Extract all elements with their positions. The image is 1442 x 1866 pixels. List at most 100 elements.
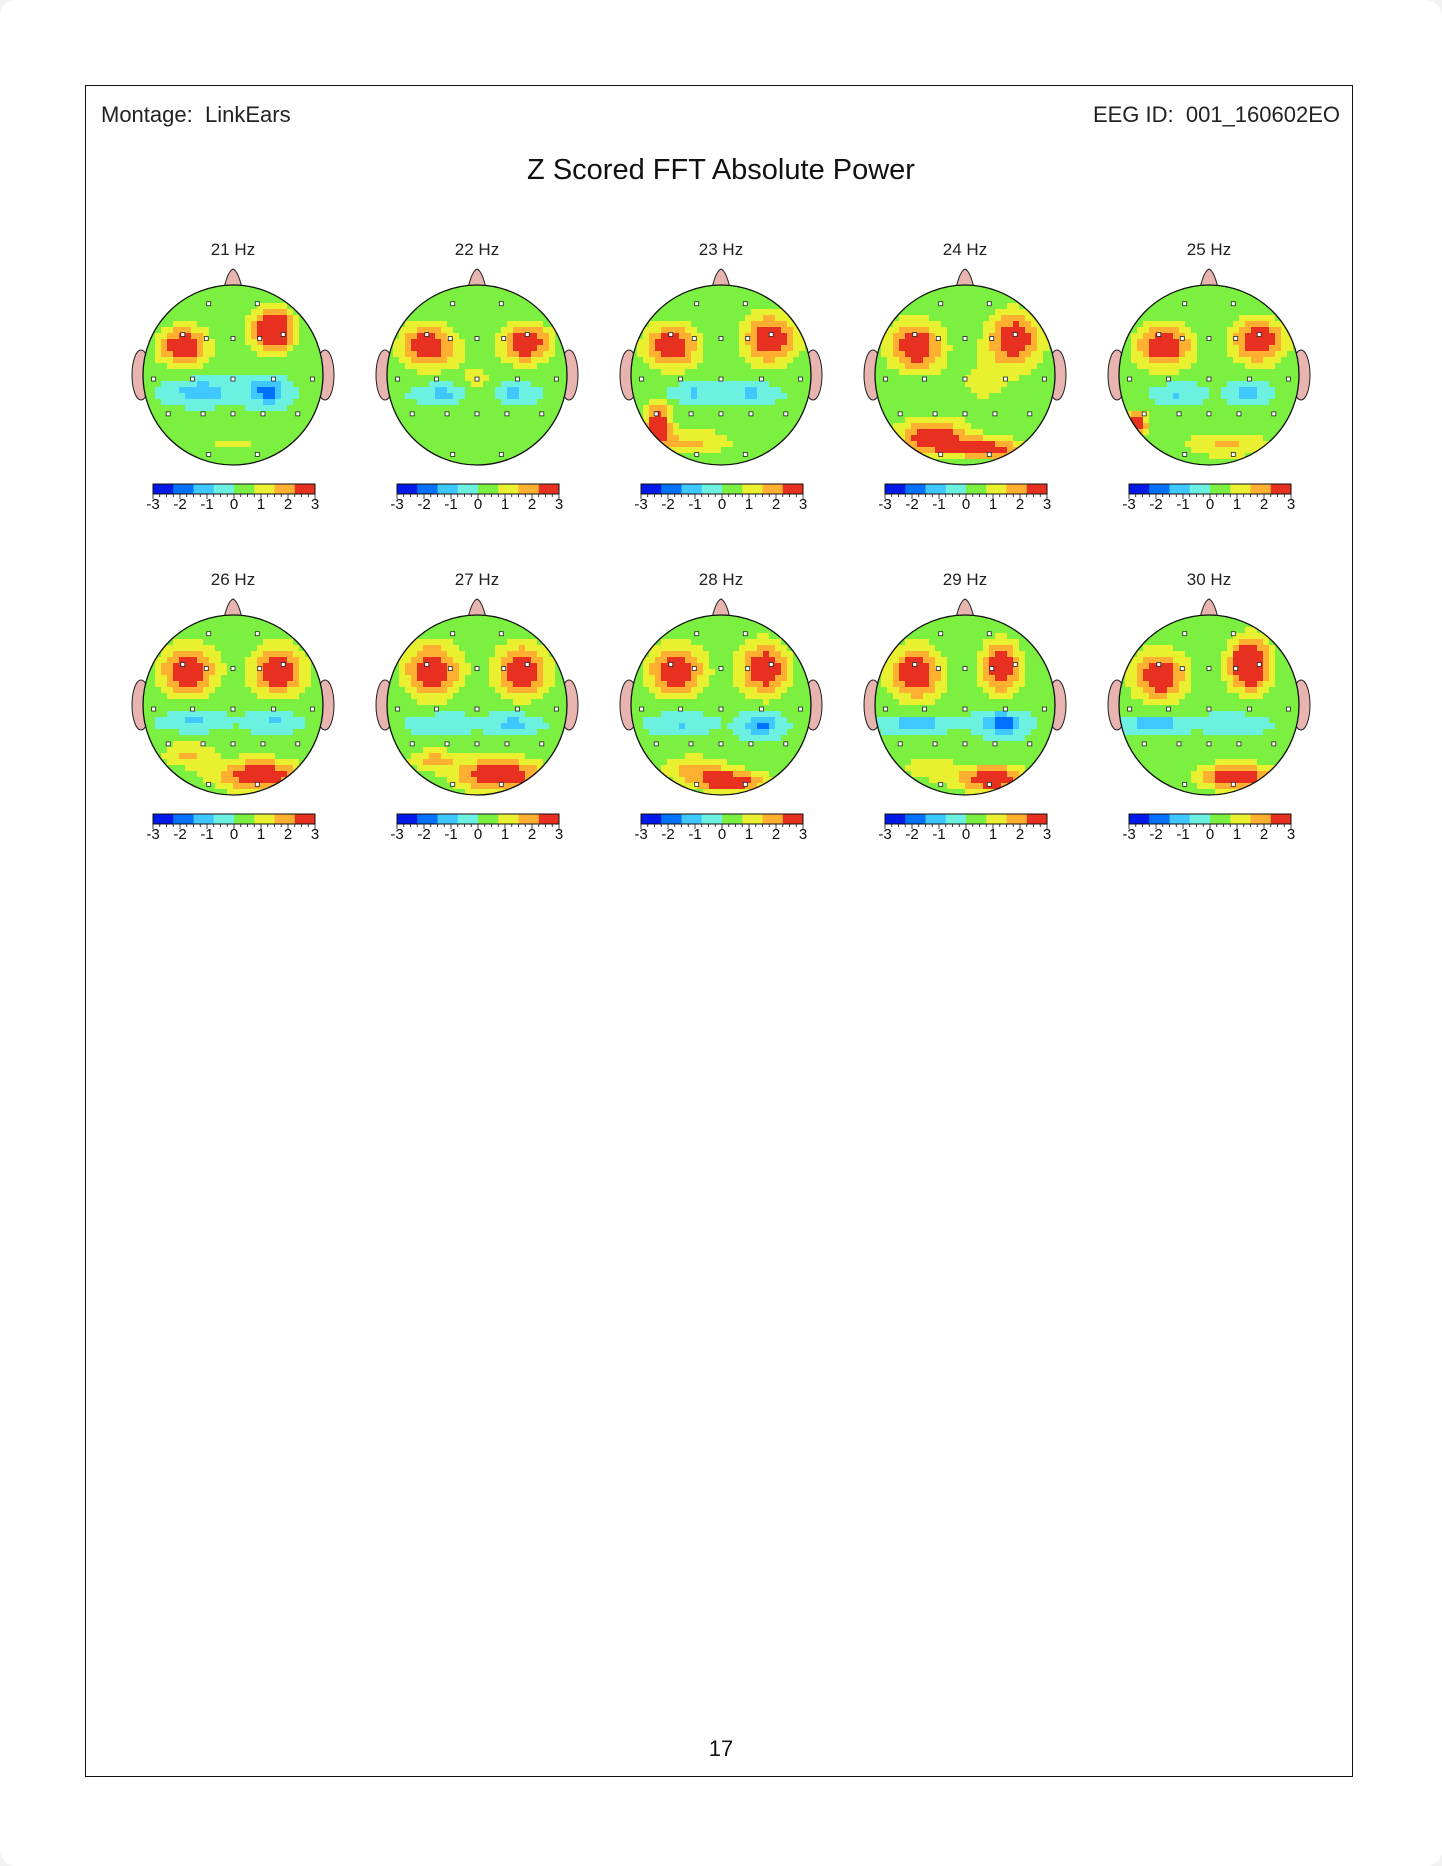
head-outline	[630, 284, 812, 466]
topomap-heatmap	[1119, 285, 1299, 465]
colorbar-tick-label: 0	[473, 496, 483, 513]
colorbar-tick-label: 2	[1015, 496, 1025, 513]
electrode-marker	[1233, 336, 1239, 341]
electrode-marker	[280, 662, 286, 667]
electrode-marker	[718, 411, 724, 417]
montage-info: Montage: LinkEars	[101, 102, 291, 128]
colorbar-tick-label: 0	[1205, 496, 1215, 513]
colorbar-segment	[986, 814, 1007, 824]
colorbar-segment	[457, 484, 479, 494]
nose-icon	[711, 598, 731, 619]
topomap-svg	[863, 598, 1067, 829]
head-outline	[1118, 284, 1300, 466]
colorbar-tick-labels: -3 -2 -1 0 1 2 3	[611, 826, 831, 846]
topomap-heatmap	[631, 615, 811, 795]
electrode-marker	[668, 332, 674, 337]
colorbar-tick-label: 1	[988, 826, 998, 843]
colorbar-tick-label: 1	[988, 496, 998, 513]
colorbar-segment	[661, 814, 682, 824]
electrode-marker	[230, 706, 236, 712]
electrode-marker	[932, 741, 938, 747]
electrode-marker	[1041, 706, 1047, 712]
electrode-marker	[962, 411, 968, 417]
colorbar-tick-label: -1	[1176, 496, 1190, 513]
topomap-svg	[1107, 268, 1311, 499]
topomap: 21 Hz -3 -2 -1 0 1 2 3	[123, 240, 343, 540]
electrode-marker	[938, 301, 944, 307]
colorbar-segment	[173, 484, 194, 494]
electrode-marker	[206, 781, 212, 787]
colorbar-segment	[641, 814, 662, 824]
electrode-marker	[883, 376, 889, 382]
electrode-marker	[718, 666, 724, 671]
topomap-svg	[619, 268, 823, 499]
frequency-label: 26 Hz	[210, 570, 256, 589]
electrode-marker	[180, 332, 186, 337]
colorbar-segment	[885, 814, 906, 824]
electrode-marker	[450, 781, 456, 787]
electrode-marker	[498, 301, 504, 307]
electrode-marker	[474, 411, 480, 417]
frequency-label: 27 Hz	[454, 570, 500, 589]
colorbar-segment	[905, 814, 926, 824]
colorbar-tick-labels: -3 -2 -1 0 1 2 3	[123, 826, 343, 846]
colorbar-segment	[437, 814, 459, 824]
colorbar-tick-label: 0	[229, 496, 239, 513]
electrode-marker	[1230, 781, 1236, 787]
electrode-marker	[190, 376, 195, 382]
electrode-marker	[450, 301, 456, 307]
electrode-marker	[309, 376, 315, 382]
colorbar-segment	[274, 484, 296, 494]
electrode-marker	[474, 376, 480, 382]
electrode-marker	[165, 741, 171, 747]
electrode-marker	[1141, 741, 1147, 747]
colorbar-tick-label: 0	[1205, 826, 1215, 843]
colorbar-tick-label: -1	[688, 496, 702, 513]
topomap-svg	[863, 268, 1067, 499]
electrode-marker	[653, 411, 659, 417]
electrode-marker	[694, 451, 700, 457]
colorbar-segment	[1270, 814, 1292, 824]
colorbar-tick-label: 0	[717, 496, 727, 513]
electrode-marker	[1027, 411, 1033, 417]
electrode-marker	[474, 706, 480, 712]
colorbar-segment	[1169, 814, 1191, 824]
electrode-marker	[504, 741, 510, 747]
colorbar-segment	[437, 484, 459, 494]
electrode-marker	[1206, 666, 1212, 671]
topomap-svg	[619, 598, 823, 829]
electrode-marker	[745, 666, 751, 671]
colorbar-segment	[641, 484, 662, 494]
colorbar-segment	[1129, 484, 1150, 494]
frequency-label: 28 Hz	[698, 570, 744, 589]
electrode-marker	[504, 411, 510, 417]
nose-icon	[223, 268, 243, 289]
nose-icon	[711, 268, 731, 289]
colorbar-segment	[417, 484, 438, 494]
topomap-heatmap	[631, 285, 811, 465]
electrode-marker	[424, 662, 430, 667]
electrode-marker	[1182, 631, 1188, 637]
colorbar-segment	[478, 484, 499, 494]
topomap: 30 Hz -3 -2 -1 0 1 2 3	[1099, 570, 1319, 870]
colorbar-tick-label: -2	[905, 496, 919, 513]
electrode-marker	[498, 631, 504, 637]
topomap-svg	[375, 268, 579, 499]
colorbar-tick-label: -3	[878, 496, 892, 513]
colorbar-tick-label: -2	[1149, 496, 1163, 513]
colorbar-segment	[294, 484, 316, 494]
electrode-marker	[1176, 741, 1182, 747]
electrode-marker	[230, 741, 236, 747]
colorbar-tick-label: -2	[417, 826, 431, 843]
colorbar-tick-label: 0	[229, 826, 239, 843]
eeg-id-label: EEG ID:	[1092, 102, 1174, 127]
colorbar-segment	[1250, 814, 1272, 824]
colorbar-segment	[742, 484, 763, 494]
electrode-marker	[748, 741, 754, 747]
colorbar-segment	[945, 814, 967, 824]
colorbar-segment	[945, 484, 967, 494]
electrode-marker	[986, 781, 992, 787]
electrode-marker	[962, 336, 968, 341]
colorbar-segment	[1250, 484, 1272, 494]
